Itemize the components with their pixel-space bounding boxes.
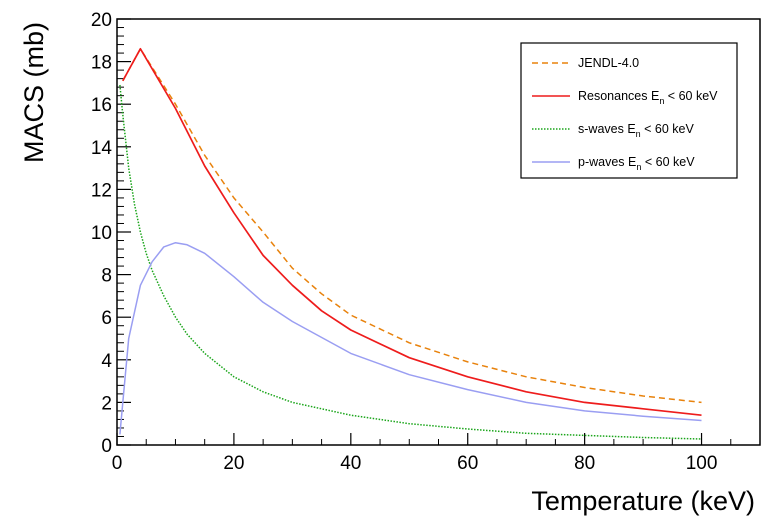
y-tick-label: 10 <box>91 223 112 244</box>
x-tick-label: 100 <box>686 453 718 474</box>
y-tick-label: 0 <box>101 436 112 457</box>
legend-box <box>520 42 738 179</box>
y-tick-label: 14 <box>91 138 113 159</box>
x-tick-label: 0 <box>112 453 123 474</box>
x-tick-label: 20 <box>223 453 244 474</box>
x-tick-label: 60 <box>457 453 478 474</box>
series-line-2 <box>122 47 702 417</box>
axis-ticks <box>116 18 761 446</box>
legend: JENDL-4.0 Resonances En < 60 keV s-waves E… <box>520 42 738 179</box>
axis-tick-labels: 0 20 40 60 80 100 0 2 4 6 8 10 12 14 16 18 20 <box>91 10 718 474</box>
y-tick-label: 8 <box>101 266 112 287</box>
legend-label-4: p-waves En < 60 keV <box>578 155 695 172</box>
y-tick-label: 6 <box>101 308 112 329</box>
series-line-1 <box>122 48 702 404</box>
y-tick-label: 4 <box>101 351 112 372</box>
y-tick-label: 12 <box>91 180 112 201</box>
y-tick-label: 20 <box>91 10 112 31</box>
legend-label-1: JENDL-4.0 <box>578 56 639 70</box>
legend-label-2: Resonances En < 60 keV <box>578 89 718 106</box>
x-axis-title: Temperature (keV) <box>531 486 755 516</box>
y-tick-label: 16 <box>91 95 112 116</box>
legend-label-3: s-waves En < 60 keV <box>578 122 694 139</box>
series-line-3 <box>119 84 702 440</box>
y-tick-label: 2 <box>101 393 112 414</box>
x-tick-label: 40 <box>340 453 361 474</box>
y-axis-title: MACS (mb) <box>19 22 49 163</box>
y-tick-label: 18 <box>91 53 112 74</box>
x-tick-label: 80 <box>574 453 595 474</box>
series-line-4 <box>119 241 702 435</box>
series-layer <box>119 47 702 440</box>
